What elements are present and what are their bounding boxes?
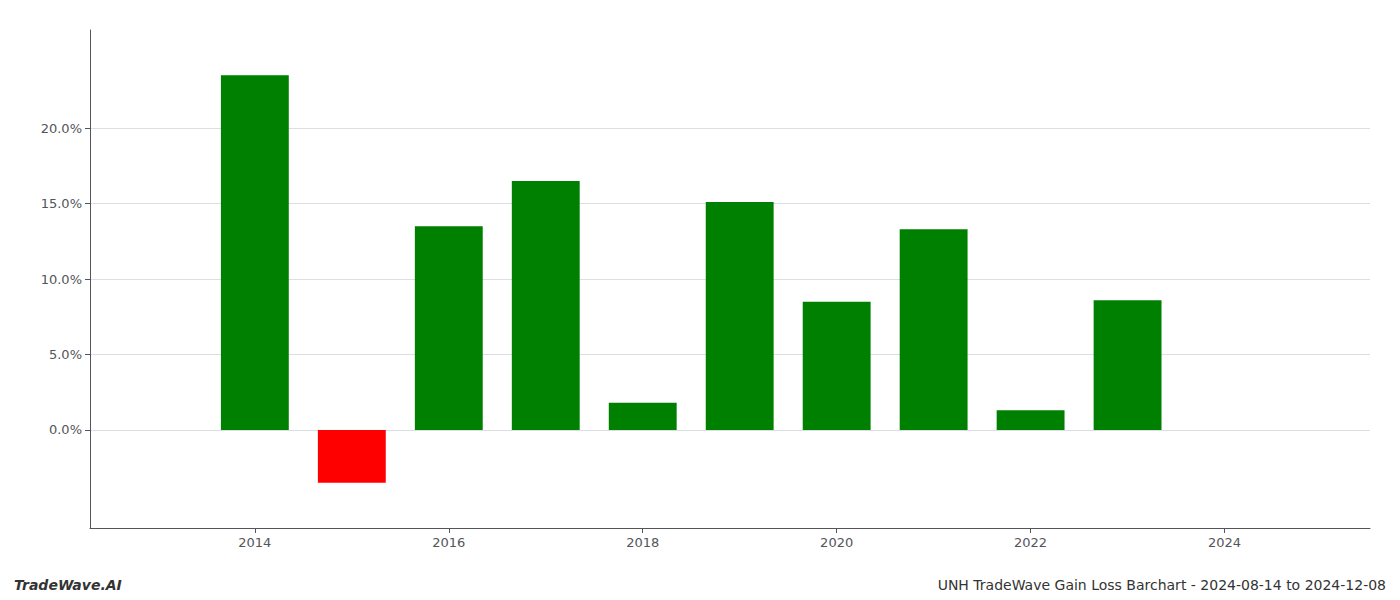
svg-text:0.0%: 0.0% (49, 422, 82, 437)
svg-text:20.0%: 20.0% (41, 121, 82, 136)
svg-text:TradeWave.AI: TradeWave.AI (14, 577, 122, 593)
svg-text:10.0%: 10.0% (41, 272, 82, 287)
svg-text:15.0%: 15.0% (41, 196, 82, 211)
svg-text:5.0%: 5.0% (49, 347, 82, 362)
svg-text:2018: 2018 (626, 535, 659, 550)
svg-text:2020: 2020 (820, 535, 853, 550)
svg-text:2022: 2022 (1014, 535, 1047, 550)
svg-text:UNH TradeWave Gain Loss Barcha: UNH TradeWave Gain Loss Barchart - 2024-… (938, 577, 1386, 593)
svg-text:2014: 2014 (238, 535, 271, 550)
svg-text:2024: 2024 (1208, 535, 1241, 550)
svg-text:2016: 2016 (432, 535, 465, 550)
